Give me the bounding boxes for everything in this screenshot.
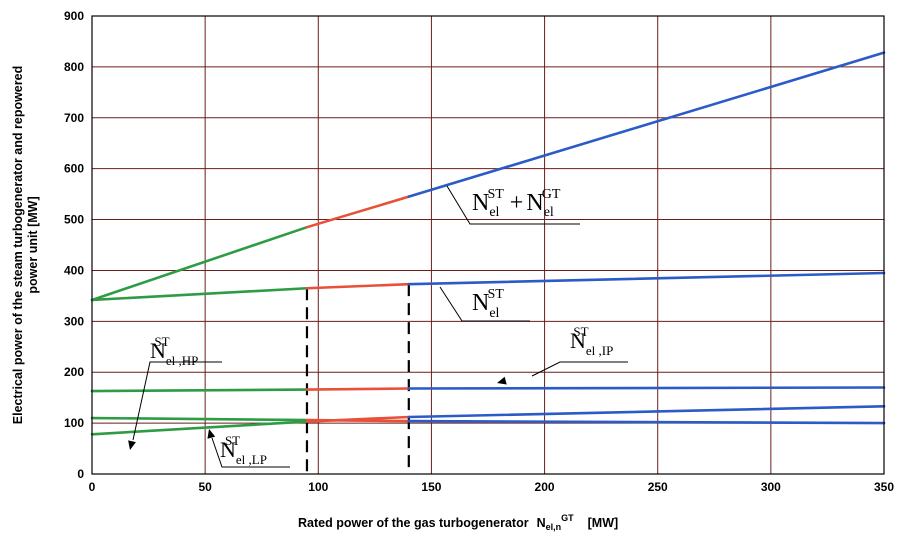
annotation-total-sup1: ST <box>487 187 504 202</box>
annotation-total-sub2: el <box>544 205 554 220</box>
annotation-total-sub1: el <box>489 205 499 220</box>
annotation-st: Nel ST <box>472 287 504 321</box>
plot-frame <box>91 15 885 475</box>
x-tick-label: 100 <box>308 480 328 494</box>
annotation-hp: Nel ,HP ST <box>150 334 198 368</box>
annotation-total: NelST + NelGT <box>472 187 561 220</box>
x-tick-label: 300 <box>761 480 781 494</box>
x-axis-title-symbol: N <box>537 516 546 530</box>
series-st-segment <box>90 286 309 302</box>
y-tick-label: 0 <box>77 467 84 481</box>
annotation-ip-sup: ST <box>573 324 588 339</box>
annotation-st-sub: el <box>489 306 499 321</box>
series-lp-segment <box>90 420 309 436</box>
pointer-ip <box>531 361 628 377</box>
series-hp-segment <box>407 386 886 390</box>
annotation-ip-symbol: N <box>570 328 586 353</box>
annotation-st-sup: ST <box>487 287 504 302</box>
annotation-lp-sub: el ,LP <box>236 452 267 467</box>
annotation-total-sup2: GT <box>542 187 561 202</box>
y-axis-title-line1: Electrical power of the steam turbogener… <box>11 66 25 424</box>
annotation-lp-sup: ST <box>225 433 240 448</box>
x-tick-label: 200 <box>535 480 555 494</box>
series-st <box>90 271 886 302</box>
y-tick-label: 300 <box>64 314 84 328</box>
annotation-hp-symbol: N <box>150 338 166 363</box>
y-tick-label: 500 <box>64 213 84 227</box>
pointer-st <box>439 286 530 322</box>
svg-text:Nel ,IPST: Nel ,IP ST <box>570 324 613 358</box>
series-hp-segment <box>90 388 309 393</box>
annotation-ip-sub: el ,IP <box>586 343 613 358</box>
annotation-total-plus: + <box>510 190 524 216</box>
pointer-lp <box>211 437 290 468</box>
arrowhead-ip <box>497 376 507 385</box>
x-axis-title: Rated power of the gas turbogenerator Nel… <box>298 513 618 532</box>
y-tick-label: 700 <box>64 111 84 125</box>
svg-text:Nel ,LPST: Nel ,LP ST <box>220 433 267 467</box>
series-ip <box>90 416 886 425</box>
series-ip-segment <box>90 416 309 422</box>
x-tick-label: 50 <box>198 480 212 494</box>
series-hp-segment <box>305 387 411 391</box>
series-lines <box>90 51 886 436</box>
series-total-segment <box>407 51 886 198</box>
y-tick-label: 600 <box>64 162 84 176</box>
svg-text:NelST: Nel ST <box>472 287 504 321</box>
arrowhead-lp <box>207 429 216 439</box>
y-tick-label: 400 <box>64 263 84 277</box>
y-axis-title: Electrical power of the steam turbogener… <box>11 66 40 424</box>
series-total-segment <box>305 195 411 229</box>
series-ip-segment <box>305 418 411 423</box>
annotation-hp-sub: el ,HP <box>166 353 199 368</box>
annotation-total-symbol: N <box>472 190 489 216</box>
x-tick-label: 0 <box>89 480 96 494</box>
y-tick-label: 800 <box>64 60 84 74</box>
grid <box>91 15 885 475</box>
annotation-lp-symbol: N <box>220 437 236 462</box>
vertical-dashed-lines <box>305 284 410 474</box>
x-tick-label: 150 <box>421 480 441 494</box>
x-axis-title-sub: el,n <box>546 522 562 532</box>
svg-text:NelST+NelGT: NelST + NelGT <box>472 187 561 220</box>
x-tick-label: 350 <box>874 480 894 494</box>
series-lp-segment <box>407 405 886 419</box>
svg-text:Nel ,HPST: Nel ,HP ST <box>150 334 198 368</box>
series-st-segment <box>407 271 886 286</box>
series-ip-segment <box>407 419 886 425</box>
tick-labels: 0 50 100 150 200 250 300 350 0 100 200 300 400 500 600… <box>64 9 894 494</box>
x-axis-title-main: Rated power of the gas turbogenerator <box>298 516 529 530</box>
x-axis-title-unit: [MW] <box>588 516 619 530</box>
annotation-ip: Nel ,IP ST <box>570 324 613 358</box>
annotation-lp: Nel ,LP ST <box>220 433 267 467</box>
series-total <box>90 51 886 302</box>
series-st-segment <box>305 282 411 290</box>
y-tick-label: 200 <box>64 365 84 379</box>
series-total-segment <box>90 225 309 302</box>
y-axis-title-line2: power unit [MW] <box>26 196 40 293</box>
annotation-hp-sup: ST <box>154 334 169 349</box>
x-axis-title-sup: GT <box>561 513 574 523</box>
annotation-st-symbol: N <box>472 290 489 316</box>
pointer-hp <box>132 361 222 441</box>
series-hp <box>90 386 886 393</box>
x-tick-label: 250 <box>648 480 668 494</box>
y-tick-label: 100 <box>64 416 84 430</box>
annotation-total-symbol2: N <box>526 190 543 216</box>
annotation-pointers <box>128 185 628 468</box>
y-tick-label: 900 <box>64 9 84 23</box>
pointer-total <box>446 185 580 225</box>
arrowhead-hp <box>128 440 136 450</box>
